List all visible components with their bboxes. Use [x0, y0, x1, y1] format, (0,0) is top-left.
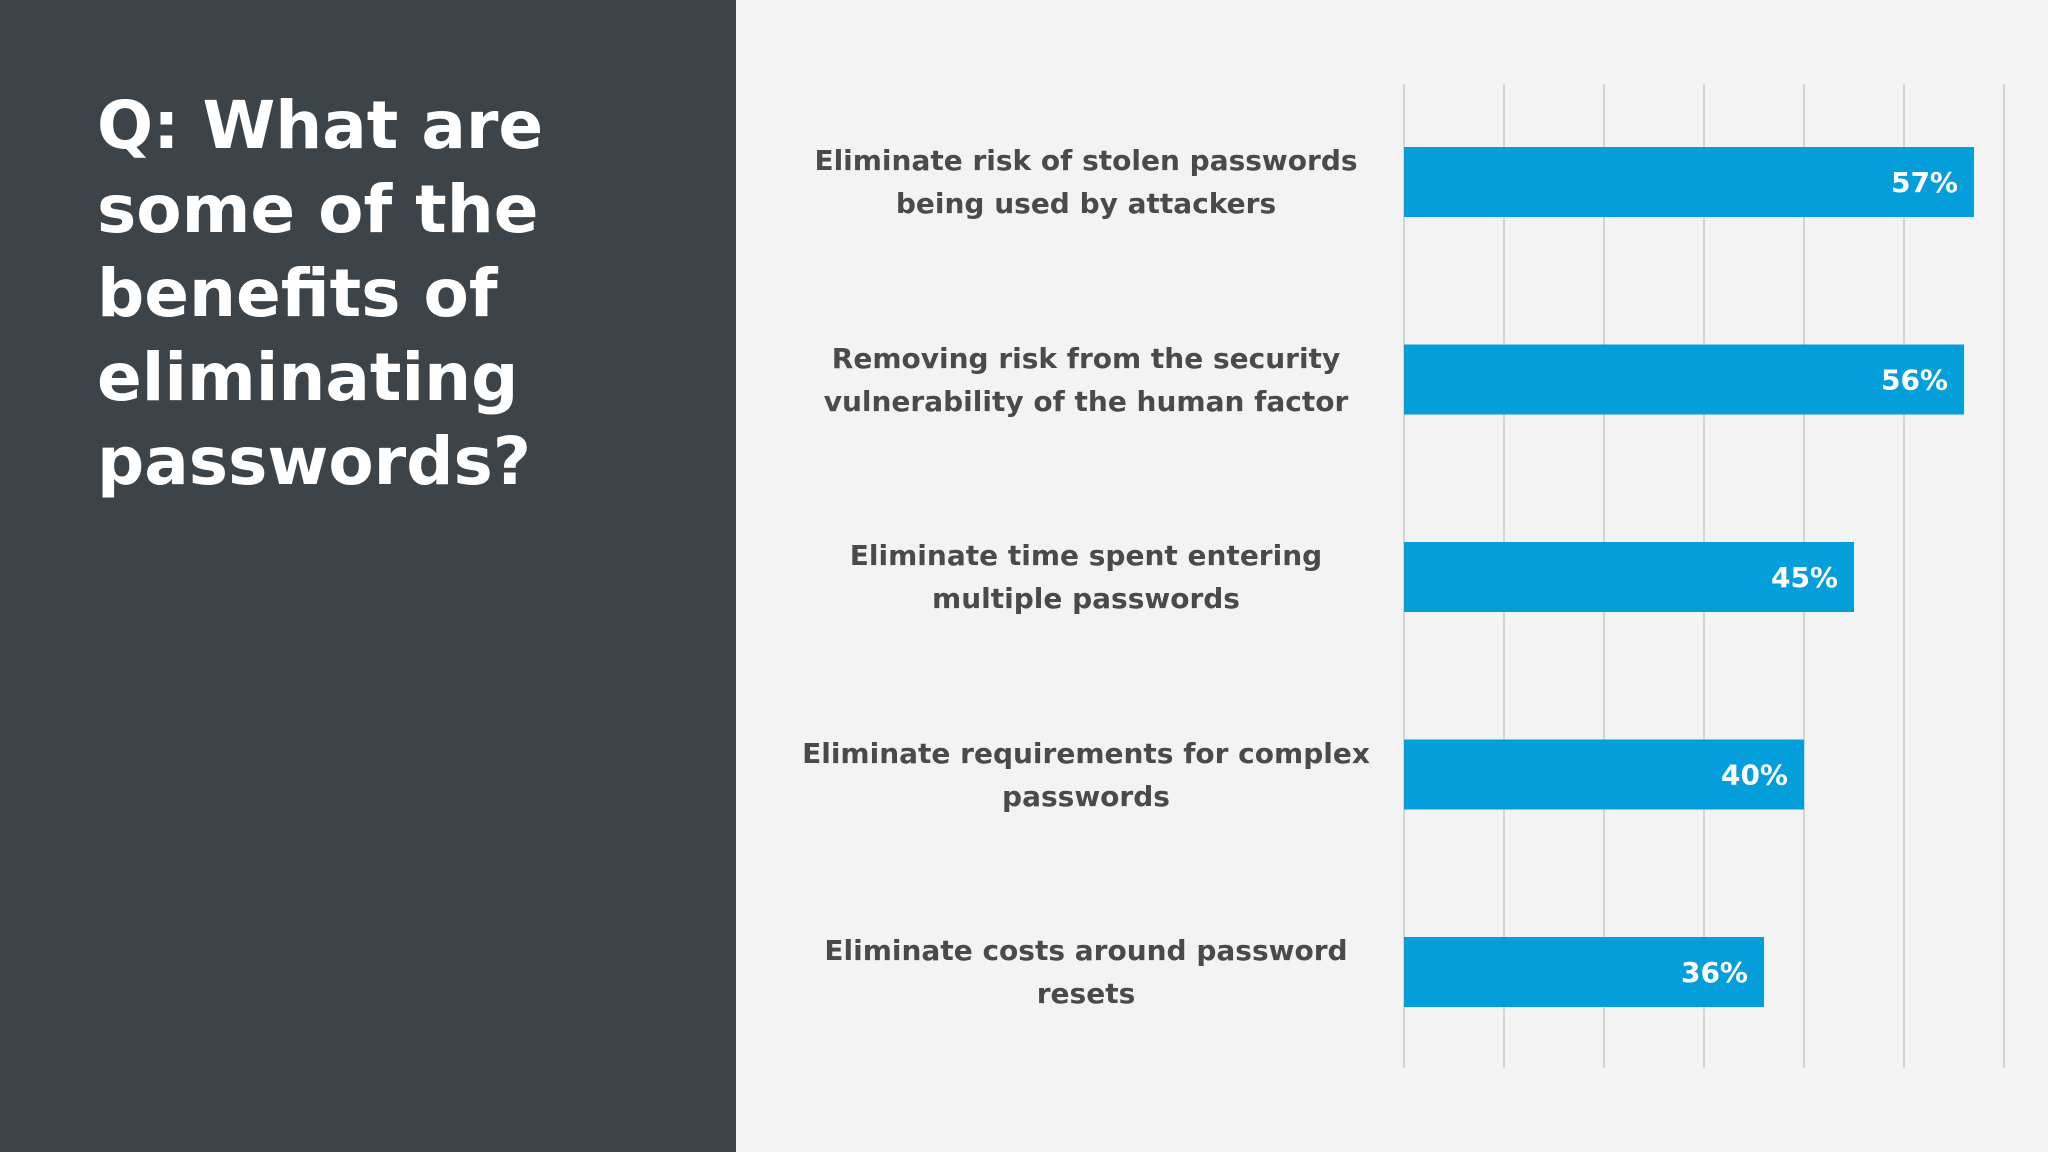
question-title: Q: What are some of the benefits of elim… [97, 87, 544, 500]
bar-2 [1404, 542, 1854, 612]
chart-svg: 57% 56% 45% 40% 36% [1403, 84, 2005, 1068]
data-label-0: 57% [1891, 166, 1958, 199]
bar-4 [1404, 937, 1764, 1007]
data-label-2: 45% [1771, 561, 1838, 594]
category-label-4: Eliminate costs around password resets [824, 934, 1348, 1010]
data-label-4: 36% [1681, 956, 1748, 989]
category-label-1: Removing risk from the security vulnerab… [823, 341, 1349, 418]
category-label-3: Eliminate requirements for complex passw… [802, 736, 1370, 813]
data-label-3: 40% [1721, 759, 1788, 792]
left-panel: Q: What are some of the benefits of elim… [0, 0, 736, 1152]
bar-chart: 57% 56% 45% 40% 36% Eliminate risk of stolen… [736, 0, 2048, 1152]
data-label-1: 56% [1881, 364, 1948, 397]
bar-3 [1404, 739, 1804, 810]
category-label-2: Eliminate time spent entering multiple p… [849, 539, 1323, 615]
bar-1 [1404, 344, 1964, 415]
category-label-0: Eliminate risk of stolen passwords being… [814, 144, 1358, 220]
bar-0 [1404, 147, 1974, 217]
